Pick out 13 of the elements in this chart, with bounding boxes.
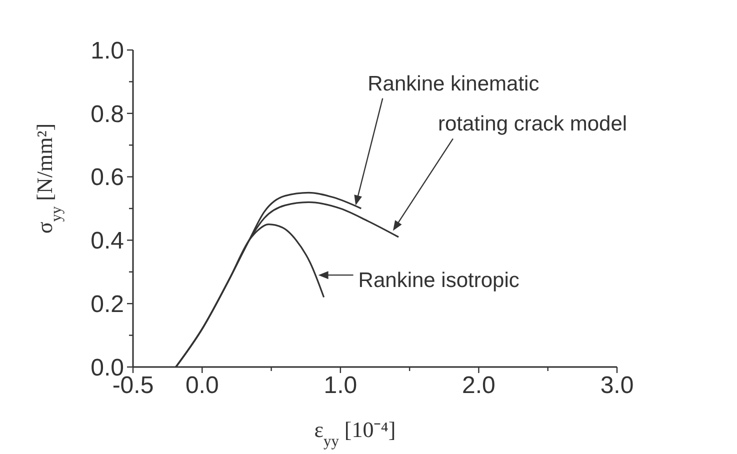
- y-tick-label: 0.8: [90, 100, 124, 128]
- annotation: Rankine kinematic: [368, 72, 540, 96]
- y-tick-label: 1.0: [90, 37, 124, 64]
- y-tick-label: 0.6: [90, 164, 124, 192]
- annotation: rotating crack model: [438, 112, 628, 136]
- x-tick-label: 2.0: [462, 372, 496, 399]
- annotation: Rankine isotropic: [358, 269, 520, 292]
- x-axis-title: ε$_{yy}$ [10⁻⁴]: [314, 417, 396, 450]
- x-tick-label: 0.0: [185, 372, 219, 399]
- y-tick-label: 0.4: [90, 228, 124, 255]
- x-tick-label: 1.0: [324, 372, 358, 399]
- x-tick-label: 3.0: [600, 372, 634, 399]
- y-tick-label: 0.2: [90, 291, 124, 318]
